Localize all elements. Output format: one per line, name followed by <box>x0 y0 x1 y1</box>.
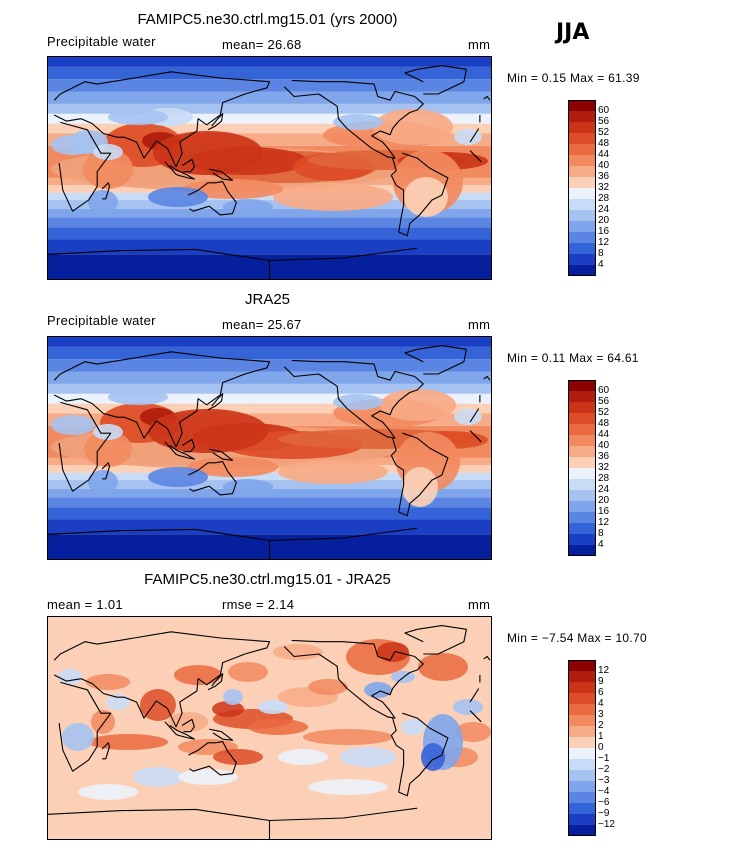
panel-title-diff: FAMIPC5.ne30.ctrl.mg15.01 - JRA25 <box>144 571 391 588</box>
colorbar-tick-label: 12 <box>598 517 610 528</box>
coastline-layer <box>48 65 491 279</box>
colorbar-tick-label: 40 <box>598 440 610 451</box>
colorbar-tick-label: 52 <box>598 407 610 418</box>
colorbar-tick-label: 3 <box>598 709 604 720</box>
colorbar-tick-label: 1 <box>598 731 604 742</box>
colorbar-tick-label: 36 <box>598 451 610 462</box>
panel-mean-model: mean= 26.68 <box>222 37 302 52</box>
colorbar-tick-label: 12 <box>598 665 610 676</box>
colorbar-frame <box>568 100 596 276</box>
colorbar-tick-label: 8 <box>598 528 604 539</box>
colorbar-tick-label: 44 <box>598 149 610 160</box>
colorbar-tick-label: 9 <box>598 676 604 687</box>
colorbar-tick-label: 24 <box>598 204 610 215</box>
colorbar-tick-label: −1 <box>598 753 610 764</box>
colorbar-tick-label: 56 <box>598 396 610 407</box>
panel-units-diff: mm <box>468 597 491 612</box>
colorbar-tick-label: 4 <box>598 698 604 709</box>
map-model <box>47 56 492 280</box>
colorbar-tick-label: 0 <box>598 742 604 753</box>
colorbar-tick-label: 44 <box>598 429 610 440</box>
panel-mean-obs: mean= 25.67 <box>222 317 302 332</box>
coastline-layer <box>48 345 491 559</box>
colorbar-tick-label: 60 <box>598 105 610 116</box>
colorbar-tick-label: −4 <box>598 786 610 797</box>
colorbar-tick-label: −9 <box>598 808 610 819</box>
colorbar-tick-label: 2 <box>598 720 604 731</box>
season-label: JJA <box>556 20 590 45</box>
field-layer <box>48 57 491 279</box>
colorbar-tick-label: 36 <box>598 171 610 182</box>
panel-left-label-model: Precipitable water <box>47 34 156 49</box>
colorbar-frame <box>568 380 596 556</box>
panel-units-model: mm <box>468 37 491 52</box>
panel-stats-obs: Min = 0.11 Max = 64.61 <box>507 351 639 365</box>
panel-stats-model: Min = 0.15 Max = 61.39 <box>507 71 640 85</box>
colorbar-tick-label: −6 <box>598 797 610 808</box>
colorbar-tick-label: 48 <box>598 138 610 149</box>
panel-units-obs: mm <box>468 317 491 332</box>
colorbar-tick-label: 32 <box>598 182 610 193</box>
colorbar-tick-label: 24 <box>598 484 610 495</box>
colorbar-tick-label: 16 <box>598 506 610 517</box>
colorbar-tick-label: 4 <box>598 259 604 270</box>
colorbar-tick-label: 20 <box>598 495 610 506</box>
map-obs <box>47 336 492 560</box>
colorbar-tick-label: 28 <box>598 473 610 484</box>
coastline-layer <box>48 625 491 839</box>
panel-stats-diff: Min = −7.54 Max = 10.70 <box>507 631 647 645</box>
colorbar-tick-label: −12 <box>598 819 615 830</box>
field-layer <box>48 337 491 559</box>
panel-title-model: FAMIPC5.ne30.ctrl.mg15.01 (yrs 2000) <box>137 11 398 28</box>
colorbar-tick-label: 28 <box>598 193 610 204</box>
colorbar-tick-label: −3 <box>598 775 610 786</box>
panel-rmse-diff: rmse = 2.14 <box>222 597 295 612</box>
colorbar-tick-label: 48 <box>598 418 610 429</box>
panel-mean-diff: mean = 1.01 <box>47 597 123 612</box>
colorbar-tick-label: 40 <box>598 160 610 171</box>
colorbar-tick-label: 32 <box>598 462 610 473</box>
colorbar-tick-label: 16 <box>598 226 610 237</box>
map-diff <box>47 616 492 840</box>
colorbar-tick-label: 8 <box>598 248 604 259</box>
panel-title-obs: JRA25 <box>244 291 291 308</box>
panel-left-label-obs: Precipitable water <box>47 313 156 328</box>
colorbar-tick-label: 56 <box>598 116 610 127</box>
colorbar-tick-label: 60 <box>598 385 610 396</box>
colorbar-tick-label: 20 <box>598 215 610 226</box>
field-layer <box>48 617 491 839</box>
colorbar-frame <box>568 660 596 836</box>
colorbar-tick-label: 6 <box>598 687 604 698</box>
colorbar-tick-label: −2 <box>598 764 610 775</box>
colorbar-tick-label: 12 <box>598 237 610 248</box>
colorbar-tick-label: 4 <box>598 539 604 550</box>
colorbar-tick-label: 52 <box>598 127 610 138</box>
